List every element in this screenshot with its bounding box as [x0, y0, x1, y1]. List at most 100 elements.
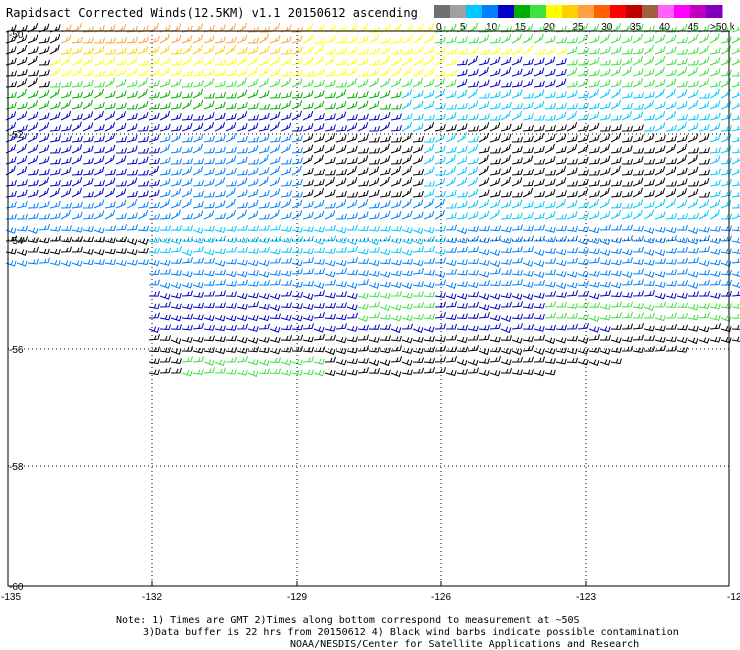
wind-barb	[269, 257, 281, 264]
wind-barb	[335, 58, 347, 66]
wind-barb	[346, 282, 358, 289]
wind-barb	[709, 190, 721, 198]
wind-barb	[368, 158, 380, 165]
wind-barb	[357, 236, 369, 243]
wind-barb	[654, 336, 666, 343]
wind-barb	[379, 258, 391, 265]
wind-barb	[313, 154, 324, 165]
wind-barb	[676, 143, 688, 154]
wind-barb	[720, 337, 732, 344]
wind-barb	[71, 101, 83, 110]
wind-barb	[324, 356, 336, 363]
wind-barb	[533, 235, 545, 242]
wind-barb	[203, 270, 215, 277]
wind-barb	[555, 78, 567, 88]
wind-barb	[500, 335, 512, 341]
wind-barb	[566, 144, 578, 154]
wind-barb	[500, 348, 512, 355]
wind-barb	[236, 34, 248, 44]
wind-barb	[467, 125, 479, 132]
wind-barb	[423, 227, 435, 234]
wind-barb	[93, 135, 105, 143]
wind-barb	[412, 33, 423, 44]
wind-barb	[533, 33, 544, 44]
wind-barb	[687, 282, 699, 289]
wind-barb	[676, 58, 688, 66]
legend-swatch	[530, 5, 547, 18]
wind-barb	[390, 356, 402, 363]
wind-barb	[49, 235, 61, 242]
wind-barb	[181, 282, 193, 289]
wind-barb	[27, 168, 39, 176]
wind-barb	[115, 224, 127, 231]
wind-barb	[544, 281, 556, 288]
wind-barb	[93, 146, 105, 154]
wind-barb	[665, 78, 677, 88]
wind-barb	[698, 101, 710, 110]
wind-barb	[643, 237, 655, 244]
wind-barb	[346, 358, 358, 365]
wind-barb	[489, 68, 501, 77]
wind-barb	[731, 81, 740, 88]
wind-barb	[247, 210, 259, 220]
wind-barb	[500, 292, 512, 299]
wind-barb	[577, 323, 589, 330]
wind-barb	[170, 178, 182, 187]
wind-barb	[214, 315, 226, 322]
map-title: Rapidsact Corrected Winds(12.5KM) v1.1 2…	[6, 6, 418, 20]
wind-barb	[214, 134, 226, 143]
wind-barb	[412, 136, 424, 143]
wind-barb	[192, 246, 204, 253]
wind-barb	[324, 189, 336, 198]
wind-barb	[599, 125, 611, 132]
wind-barb	[291, 135, 303, 143]
wind-barb	[643, 280, 655, 287]
wind-barb	[709, 155, 721, 165]
wind-barb	[533, 80, 545, 88]
wind-barb	[709, 336, 721, 343]
wind-barb	[280, 314, 292, 321]
wind-barb	[566, 290, 578, 297]
wind-barb	[610, 237, 622, 244]
wind-barb	[313, 358, 325, 365]
wind-barb	[720, 326, 732, 333]
wind-barb	[104, 69, 116, 77]
wind-barb	[500, 101, 512, 110]
wind-barb	[632, 246, 644, 253]
wind-barb	[412, 178, 424, 187]
wind-barb	[533, 67, 545, 77]
wind-barb	[489, 114, 501, 121]
wind-barb	[269, 103, 281, 110]
wind-barb	[720, 213, 732, 220]
wind-barb	[137, 209, 149, 220]
legend-label: 15	[515, 22, 527, 33]
wind-barb	[676, 80, 688, 88]
wind-barb	[533, 224, 545, 231]
longitude-label: -129	[287, 592, 307, 600]
wind-barb	[148, 312, 160, 319]
wind-barb	[280, 237, 292, 243]
wind-barb	[699, 290, 710, 297]
wind-barb	[610, 88, 621, 99]
wind-barb	[467, 81, 479, 88]
wind-barb	[665, 143, 676, 154]
wind-barb	[676, 237, 688, 244]
legend-swatch	[690, 5, 707, 18]
wind-barb	[390, 177, 402, 187]
wind-barb	[522, 260, 534, 267]
wind-barb	[357, 57, 369, 66]
wind-barb	[654, 156, 666, 165]
wind-barb	[544, 91, 556, 99]
wind-barb	[445, 124, 457, 132]
wind-barb	[82, 99, 93, 110]
wind-barb	[489, 134, 501, 143]
wind-barb	[434, 77, 446, 88]
wind-barb	[555, 260, 567, 267]
wind-barb	[731, 125, 740, 132]
wind-barb	[621, 81, 633, 88]
wind-barb	[203, 147, 215, 154]
wind-barb	[676, 312, 688, 319]
wind-barb	[379, 249, 391, 256]
wind-barb	[434, 279, 446, 286]
wind-barb	[511, 279, 523, 286]
